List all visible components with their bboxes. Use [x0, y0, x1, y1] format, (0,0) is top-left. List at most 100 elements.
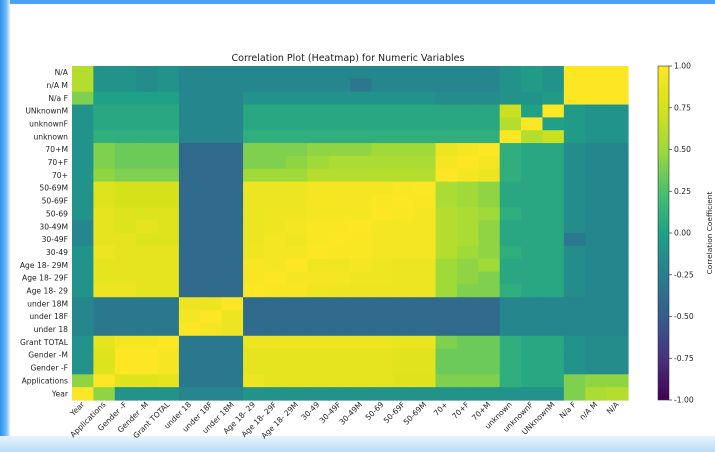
heatmap-cell [392, 220, 415, 234]
heatmap-cell [178, 66, 201, 80]
heatmap-cell [93, 284, 116, 298]
heatmap-cell [157, 245, 180, 260]
heatmap-cell [264, 284, 287, 298]
heatmap-cell [521, 181, 544, 196]
heatmap-cell [157, 155, 180, 170]
heatmap-cell [521, 66, 544, 80]
heatmap-cell [221, 220, 244, 234]
heatmap-cell [157, 66, 180, 80]
heatmap-cell [414, 104, 437, 118]
heatmap-cell [414, 194, 437, 208]
heatmap-cell [243, 104, 266, 118]
heatmap-cell [328, 130, 351, 144]
heatmap-cell [521, 348, 544, 363]
heatmap-cell [136, 271, 159, 285]
heatmap-cell [414, 155, 437, 170]
heatmap-cell [456, 130, 479, 144]
heatmap-cell [136, 155, 159, 170]
heatmap-cell [414, 117, 437, 131]
heatmap-cell [435, 220, 458, 234]
heatmap-cell [307, 245, 330, 260]
heatmap-cell [114, 374, 137, 388]
heatmap-cell [606, 181, 629, 196]
heatmap-cell [371, 322, 394, 337]
heatmap-cell [328, 335, 351, 350]
heatmap-cell [585, 233, 608, 247]
heatmap-cell [392, 387, 415, 401]
heatmap-cell [371, 297, 394, 311]
heatmap-cell [392, 361, 415, 375]
heatmap-cell [285, 297, 308, 311]
heatmap-cell [563, 361, 586, 375]
heatmap-cell [93, 207, 116, 221]
heatmap-cell [542, 233, 565, 247]
heatmap-cell [178, 335, 201, 350]
heatmap-cell [499, 322, 522, 337]
heatmap-cell [414, 181, 437, 196]
y-axis-tick-labels: N/A n/A M N/a F UNknownM unknownF unknown 70+M… [20, 68, 69, 398]
heatmap-cell [456, 194, 479, 208]
y-tick-label: Age 18- 29M [20, 261, 68, 270]
heatmap-cell [542, 143, 565, 157]
heatmap-cell [350, 181, 372, 196]
heatmap-cell [264, 78, 287, 93]
heatmap-cell [72, 78, 94, 93]
heatmap-cell [478, 258, 501, 273]
y-tick-label: 70+F [48, 158, 68, 167]
heatmap-cell [435, 387, 458, 401]
heatmap-cell [264, 104, 287, 118]
heatmap-cell [72, 130, 94, 144]
heatmap-cell [350, 117, 372, 131]
heatmap-cell [392, 374, 415, 388]
heatmap-cell [499, 130, 522, 144]
heatmap-cell [157, 310, 180, 324]
heatmap-cell [72, 168, 94, 183]
heatmap-cell [72, 181, 94, 196]
heatmap-cell [435, 284, 458, 298]
heatmap-cell [435, 181, 458, 196]
heatmap-cell [114, 194, 137, 208]
heatmap-cell [328, 374, 351, 388]
heatmap-cell [178, 168, 201, 183]
heatmap-cell [350, 271, 372, 285]
heatmap-cell [136, 374, 159, 388]
heatmap-cell [414, 91, 437, 106]
heatmap-cell [585, 194, 608, 208]
heatmap-cell [585, 78, 608, 93]
y-tick-label: 70+ [52, 171, 68, 180]
heatmap-cell [328, 297, 351, 311]
heatmap-cell [157, 233, 180, 247]
heatmap-cell [606, 194, 629, 208]
heatmap-cell [542, 168, 565, 183]
heatmap-cell [371, 66, 394, 80]
heatmap-cell [456, 348, 479, 363]
heatmap-cell [285, 310, 308, 324]
heatmap-cell [93, 194, 116, 208]
y-tick-label: 70+M [45, 145, 68, 154]
heatmap-cell [285, 104, 308, 118]
heatmap-cell [200, 335, 223, 350]
heatmap-cell [350, 335, 372, 350]
heatmap-cell [585, 207, 608, 221]
heatmap-cell [93, 130, 116, 144]
heatmap-cell [200, 348, 223, 363]
heatmap-cell [414, 143, 437, 157]
heatmap-cell [221, 117, 244, 131]
y-tick-label: 50-69F [42, 197, 68, 206]
heatmap-cell [285, 220, 308, 234]
heatmap-cell [435, 78, 458, 93]
heatmap-cell [221, 66, 244, 80]
heatmap-cell [371, 91, 394, 106]
heatmap-cell [499, 310, 522, 324]
heatmap-cell [307, 310, 330, 324]
heatmap-cell [521, 258, 544, 273]
heatmap-cell [414, 258, 437, 273]
heatmap-cell [307, 207, 330, 221]
heatmap-cell [72, 387, 94, 401]
heatmap-cell [136, 168, 159, 183]
heatmap-cell [499, 155, 522, 170]
heatmap-cell [221, 194, 244, 208]
heatmap-cell [478, 194, 501, 208]
heatmap-cell [521, 233, 544, 247]
